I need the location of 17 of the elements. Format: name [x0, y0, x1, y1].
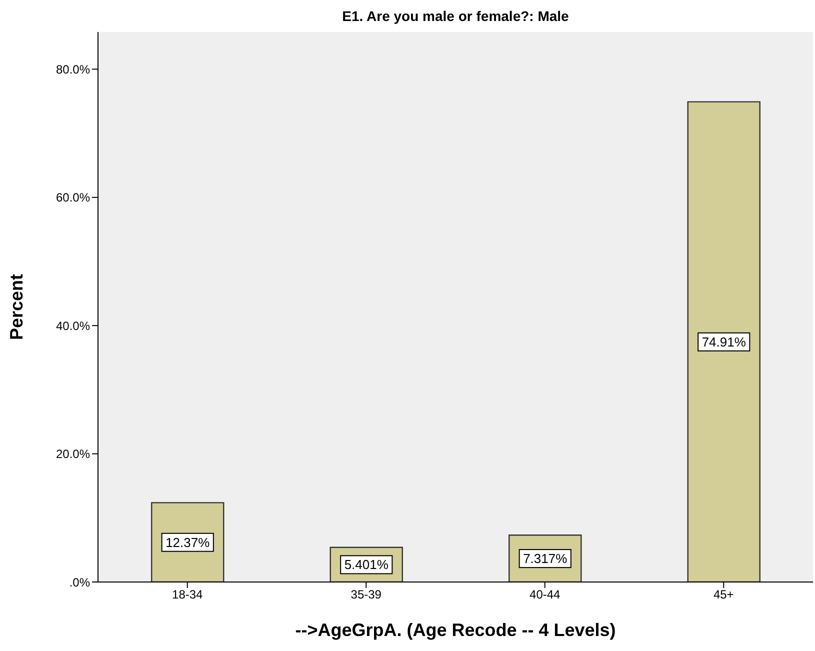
y-tick-label: 60.0%	[56, 190, 90, 205]
data-label: 5.401%	[344, 557, 389, 572]
data-label: 7.317%	[523, 551, 568, 566]
data-label: 12.37%	[166, 534, 210, 550]
data-label: 74.91%	[702, 334, 746, 350]
y-tick-label: .0%	[69, 575, 90, 590]
x-tick-label: 35-39	[350, 588, 382, 602]
y-tick-label: 40.0%	[56, 318, 90, 333]
x-axis-title: -->AgeGrpA. (Age Recode -- 4 Levels)	[295, 620, 616, 640]
x-tick-label: 45+	[713, 588, 734, 602]
x-tick-label: 40-44	[530, 588, 561, 602]
bar	[687, 101, 760, 582]
y-tick-label: 20.0%	[56, 447, 90, 462]
y-tick-label: 80.0%	[56, 62, 90, 76]
y-axis-title: Percent	[6, 274, 26, 340]
x-tick-label: 18-34	[172, 588, 204, 602]
chart-title: E1. Are you male or female?: Male	[341, 8, 570, 24]
